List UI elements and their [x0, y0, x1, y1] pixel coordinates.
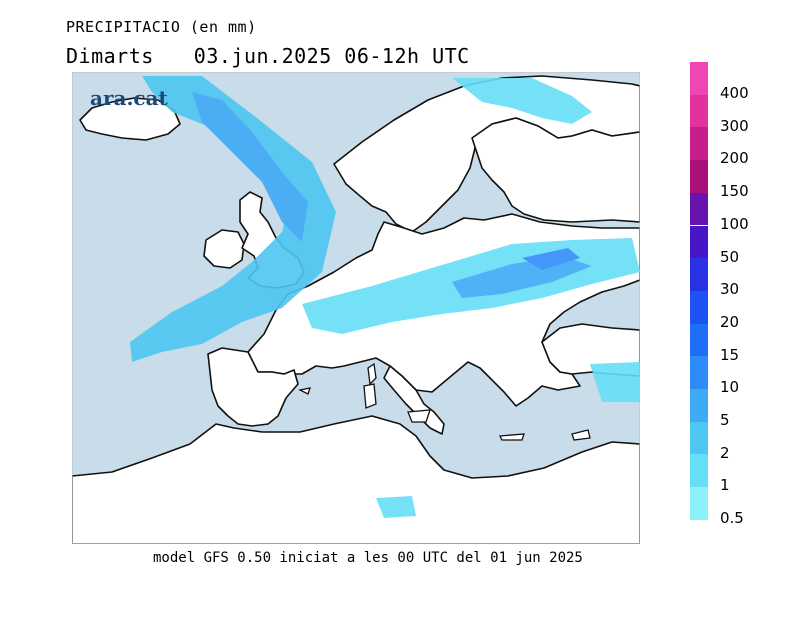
island-balearics: [298, 387, 311, 395]
island-crete: [498, 433, 525, 441]
precipitation-map: [72, 72, 640, 544]
island-corsica: [367, 362, 377, 386]
legend-swatch: [690, 356, 708, 389]
precip-atlantic-band: [130, 76, 336, 362]
island-cyprus: [571, 429, 591, 441]
precip-scandinavia: [452, 78, 592, 124]
legend-swatch: [690, 323, 708, 357]
legend-label: 300: [720, 116, 749, 135]
legend-label: 200: [720, 149, 749, 168]
land-finland: [471, 117, 640, 223]
legend-swatch: [690, 454, 708, 488]
land-italy: [383, 365, 445, 435]
legend-label: 1: [720, 476, 730, 495]
legend-label: 100: [720, 214, 749, 233]
islands: [298, 362, 591, 441]
brand-logo: ara.cat: [90, 86, 168, 110]
legend-label: 0.5: [720, 509, 744, 528]
island-sardinia: [363, 383, 377, 409]
land-iceland: [79, 97, 181, 141]
legend-label: 2: [720, 443, 730, 462]
precip-turkey: [590, 362, 640, 402]
datetime-label: 03.jun.2025 06-12h UTC: [193, 44, 470, 68]
precip-max: [522, 248, 580, 270]
legend-label: 30: [720, 280, 740, 299]
legend-label: 20: [720, 312, 740, 331]
precip-central-core: [452, 256, 592, 298]
chart-subtitle: Dimarts 03.jun.2025 06-12h UTC: [66, 44, 510, 68]
legend-label: 50: [720, 247, 740, 266]
legend-swatch: [690, 94, 708, 128]
day-label: Dimarts: [66, 44, 154, 68]
legend-swatch: [690, 290, 708, 324]
land-north-africa: [72, 415, 640, 544]
land-iberia: [207, 347, 299, 427]
legend-swatch: [690, 258, 708, 291]
island-sicily: [407, 409, 431, 423]
precip-atlantic-core: [192, 92, 308, 242]
legend-swatch: [690, 389, 708, 422]
legend-swatch: [690, 487, 708, 520]
legend-swatch: [690, 192, 708, 226]
legend-swatch: [690, 225, 708, 259]
legend-label: 5: [720, 411, 730, 429]
legend-swatch: [690, 127, 708, 161]
legend-swatch: [690, 421, 708, 455]
precipitation-areas: [130, 76, 640, 518]
legend-label: 150: [720, 182, 749, 201]
legend-label: 15: [720, 345, 740, 364]
legend-label: 10: [720, 378, 740, 397]
legend-swatch: [690, 160, 708, 193]
legend-swatch: [690, 62, 708, 95]
chart-title: PRECIPITACIO (en mm): [66, 18, 257, 36]
model-footer: model GFS 0.50 iniciat a les 00 UTC del …: [153, 550, 583, 566]
legend-label: 400: [720, 84, 749, 102]
land-ireland: [203, 229, 245, 269]
precip-africa: [376, 496, 416, 518]
